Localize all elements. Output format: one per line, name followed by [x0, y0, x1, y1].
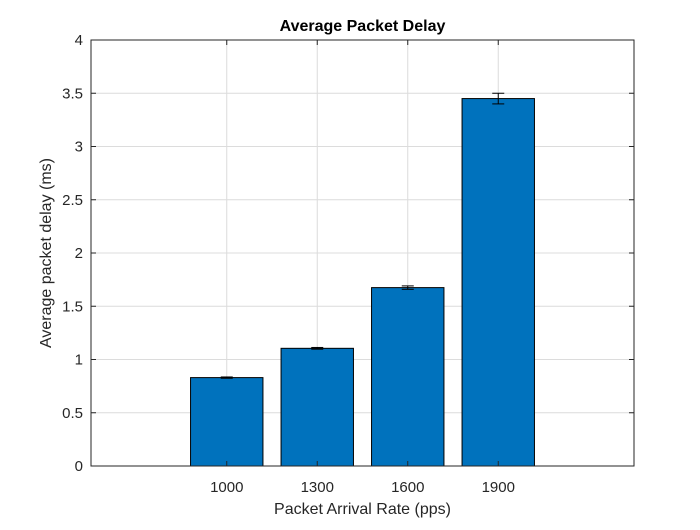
- error-bar-1900: [492, 92, 505, 105]
- y-axis-title: Average packet delay (ms): [38, 158, 55, 348]
- grid: [91, 40, 634, 466]
- y-tick-label: 2.5: [62, 192, 83, 209]
- y-tick-label: 0: [75, 458, 83, 475]
- bar-1900: [461, 98, 535, 467]
- y-tick-label: 1.5: [62, 298, 83, 315]
- x-axis-title: Packet Arrival Rate (pps): [274, 501, 451, 518]
- error-bar-1000: [220, 376, 233, 379]
- error-bars: [220, 92, 505, 379]
- x-tick-label: 1900: [482, 479, 515, 496]
- y-tick-label: 4: [75, 32, 83, 49]
- bar-1600: [371, 287, 445, 467]
- x-tick-label: 1300: [301, 479, 334, 496]
- bar-1000: [190, 377, 264, 467]
- ticks: 0 0.5 1 1.5 2 2.5 3 3.5 4 1000 1300 1600 1900: [62, 32, 634, 496]
- bars: [190, 98, 535, 467]
- x-tick-label: 1000: [210, 479, 243, 496]
- error-bar-1300: [311, 346, 324, 350]
- bar-1300: [280, 347, 354, 467]
- y-tick-label: 2: [75, 245, 83, 262]
- y-tick-label: 1: [75, 352, 83, 369]
- chart-title: Average Packet Delay: [280, 18, 446, 35]
- y-tick-label: 0.5: [62, 405, 83, 422]
- x-tick-label: 1600: [391, 479, 424, 496]
- y-tick-label: 3: [75, 139, 83, 156]
- error-bar-1600: [401, 285, 414, 290]
- y-tick-label: 3.5: [62, 85, 83, 102]
